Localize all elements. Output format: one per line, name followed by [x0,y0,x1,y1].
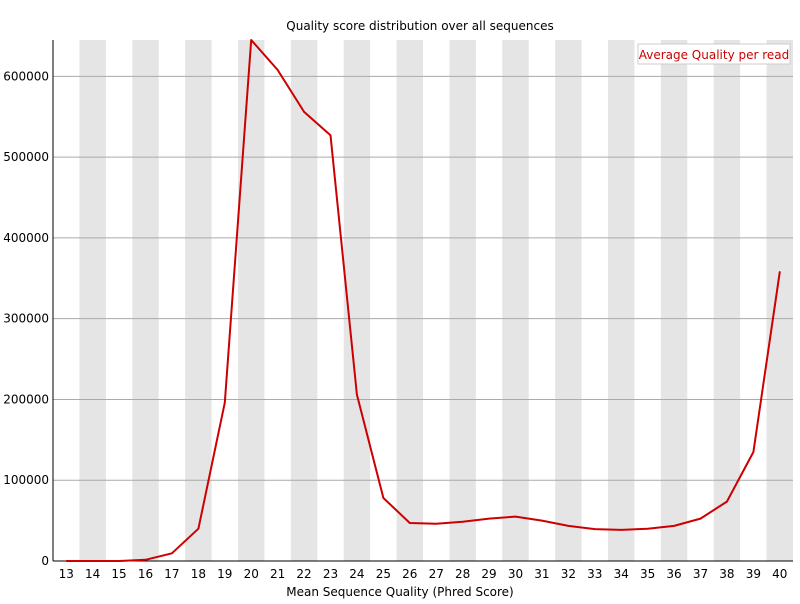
data-point [356,393,358,396]
x-tick-label: 19 [217,567,232,581]
background-bands [79,40,793,561]
x-tick-label: 13 [59,567,74,581]
x-tick-label: 29 [481,567,496,581]
background-band [396,40,423,561]
x-tick-label: 16 [138,567,153,581]
chart-title: Quality score distribution over all sequ… [286,19,553,33]
y-tick-label: 500000 [3,150,49,164]
background-band [238,40,265,561]
x-tick-label: 37 [693,567,708,581]
background-band [290,40,318,561]
data-point [91,560,94,562]
data-point [171,552,173,555]
background-band [449,40,476,561]
x-tick-label: 28 [455,567,470,581]
x-tick-label: 21 [270,567,285,581]
x-tick-label: 20 [244,567,259,581]
y-tick-label: 300000 [3,312,49,326]
x-tick-label: 24 [349,567,364,581]
x-tick-label: 22 [296,567,311,581]
data-point [541,519,543,522]
x-axis-label: Mean Sequence Quality (Phred Score) [286,585,514,599]
x-tick-label: 27 [429,567,444,581]
data-point [144,558,147,561]
horizontal-gridlines [53,75,793,481]
axes [52,40,793,562]
data-point [276,69,279,71]
x-tick-label: 39 [746,567,761,581]
data-point [699,517,702,520]
data-point [197,527,200,530]
y-tick-label: 100000 [3,473,49,487]
background-band [713,40,741,561]
y-tick-label: 200000 [3,392,49,406]
data-point [65,560,68,562]
legend: Average Quality per read [637,43,791,65]
data-point [620,529,623,531]
y-tick-label: 600000 [3,69,49,83]
y-tick-label: 0 [41,554,49,568]
legend-entry: Average Quality per read [639,48,790,62]
x-tick-labels: 13 14 15 16 17 18 19 20 21 22 23 24 25 26 27 28 29 30 31 32… [59,567,788,581]
data-point [382,497,385,499]
data-point [778,271,781,273]
x-tick-label: 36 [666,567,681,581]
data-point [118,560,120,562]
data-point [223,401,226,404]
x-tick-label: 31 [534,567,549,581]
x-tick-label: 15 [111,567,126,581]
x-tick-label: 25 [376,567,391,581]
x-tick-label: 35 [640,567,655,581]
x-tick-label: 23 [323,567,338,581]
legend-box [637,43,791,65]
background-band [660,40,688,561]
x-tick-label: 38 [719,567,734,581]
data-point [488,517,490,520]
background-band [555,40,582,561]
series-line [66,39,781,562]
x-tick-label: 17 [164,567,179,581]
data-point [408,522,411,524]
data-point [514,515,517,518]
series-layer [65,39,781,562]
background-band [766,40,793,561]
data-point [567,525,570,527]
x-tick-label: 30 [508,567,523,581]
data-point [593,528,596,530]
background-band [132,40,159,561]
data-point [435,523,438,525]
x-tick-label: 34 [614,567,629,581]
data-point [329,134,332,137]
data-point [303,111,305,113]
data-point [726,500,728,503]
x-tick-label: 18 [191,567,206,581]
x-tick-label: 26 [402,567,417,581]
x-tick-label: 33 [587,567,602,581]
data-point [250,39,253,41]
x-tick-label: 14 [85,567,100,581]
data-point [752,451,755,453]
data-point [646,527,649,530]
data-point [673,525,675,527]
data-point [461,521,464,523]
background-band [79,40,106,561]
y-tick-label: 400000 [3,231,49,245]
background-band [502,40,529,561]
background-band [608,40,635,561]
x-tick-label: 32 [561,567,576,581]
y-tick-labels: 0 100000 200000 300000 400000 500000 600000 [3,69,49,568]
background-band [185,40,212,561]
x-tick-label: 40 [772,567,787,581]
